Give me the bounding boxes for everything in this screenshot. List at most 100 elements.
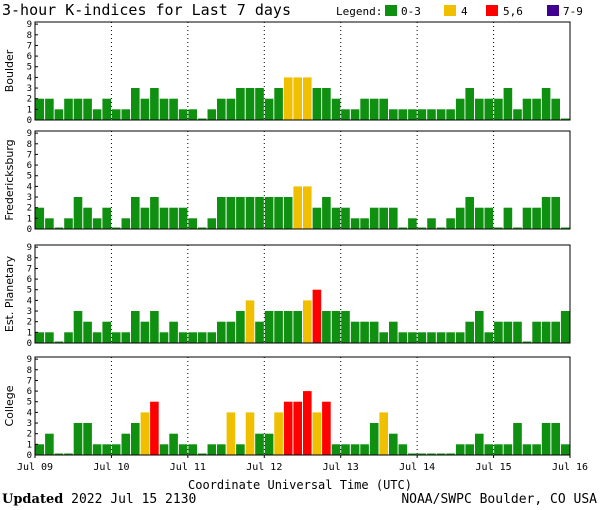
bar bbox=[389, 433, 398, 455]
bar bbox=[159, 207, 169, 229]
bar bbox=[398, 332, 408, 343]
bar bbox=[398, 444, 408, 455]
panel-name: Fredericksburg bbox=[3, 139, 16, 220]
bar bbox=[102, 321, 111, 343]
bar bbox=[274, 412, 283, 455]
bar bbox=[283, 401, 293, 455]
y-tick-label: 3 bbox=[27, 419, 32, 429]
bar bbox=[398, 227, 408, 229]
bar bbox=[522, 98, 532, 120]
y-tick-label: 1 bbox=[27, 440, 32, 450]
y-tick-label: 5 bbox=[27, 172, 32, 182]
bar bbox=[532, 321, 541, 343]
bar bbox=[188, 444, 197, 455]
y-tick-label: 3 bbox=[27, 193, 32, 203]
panels: 0123456789Boulder0123456789Fredericksbur… bbox=[3, 20, 571, 461]
x-tick-label: Jul 10 bbox=[93, 462, 129, 473]
bar bbox=[178, 332, 188, 343]
bar bbox=[102, 444, 111, 455]
legend-label-0: 0-3 bbox=[401, 5, 421, 18]
bar bbox=[389, 207, 398, 229]
y-tick-label: 9 bbox=[27, 243, 32, 253]
bar bbox=[475, 433, 484, 455]
bar bbox=[322, 311, 331, 343]
y-tick-label: 8 bbox=[27, 140, 32, 150]
bar bbox=[436, 453, 446, 455]
bar bbox=[197, 332, 207, 343]
bar bbox=[92, 332, 102, 343]
bar bbox=[513, 423, 522, 455]
bar bbox=[188, 332, 197, 343]
bar bbox=[475, 98, 484, 120]
bar bbox=[322, 401, 331, 455]
legend-title: Legend: bbox=[336, 5, 382, 18]
bar bbox=[427, 109, 436, 120]
bar bbox=[360, 444, 369, 455]
bar bbox=[169, 98, 178, 120]
bar bbox=[484, 332, 494, 343]
legend-swatch-0 bbox=[385, 5, 397, 16]
bar bbox=[217, 444, 226, 455]
bar bbox=[169, 207, 178, 229]
bar bbox=[178, 109, 188, 120]
bar bbox=[83, 321, 92, 343]
y-tick-label: 2 bbox=[27, 318, 32, 328]
bar bbox=[92, 218, 102, 229]
bar bbox=[360, 321, 369, 343]
bar bbox=[455, 98, 465, 120]
x-tick-label: Jul 12 bbox=[246, 462, 282, 473]
bar bbox=[45, 218, 54, 229]
bar bbox=[102, 207, 111, 229]
bar bbox=[293, 186, 302, 229]
bar bbox=[494, 321, 503, 343]
bar bbox=[150, 311, 159, 343]
bar bbox=[303, 77, 312, 120]
bar bbox=[245, 412, 255, 455]
bar bbox=[455, 444, 465, 455]
bar bbox=[560, 311, 570, 343]
y-tick-label: 1 bbox=[27, 105, 32, 115]
legend-swatch-2 bbox=[486, 5, 498, 16]
y-tick-label: 5 bbox=[27, 398, 32, 408]
bar bbox=[73, 197, 83, 229]
legend-label-3: 7-9 bbox=[563, 5, 583, 18]
bar bbox=[369, 423, 379, 455]
bar bbox=[389, 109, 398, 120]
bar bbox=[92, 444, 102, 455]
bar bbox=[331, 207, 341, 229]
bar bbox=[551, 423, 560, 455]
bar bbox=[283, 197, 293, 229]
bar bbox=[150, 401, 159, 455]
y-tick-label: 7 bbox=[27, 264, 32, 274]
x-tick-label: Jul 09 bbox=[17, 462, 53, 473]
panel-name: College bbox=[3, 385, 16, 426]
bar bbox=[131, 197, 140, 229]
bar bbox=[188, 109, 197, 120]
bar bbox=[360, 98, 369, 120]
bar bbox=[427, 218, 436, 229]
y-tick-label: 2 bbox=[27, 430, 32, 440]
bar bbox=[131, 311, 140, 343]
bar bbox=[207, 218, 217, 229]
bar bbox=[484, 98, 494, 120]
y-tick-label: 0 bbox=[27, 116, 32, 126]
bar bbox=[54, 453, 64, 455]
updated-label: Updated bbox=[2, 492, 64, 507]
bar bbox=[560, 227, 570, 229]
bar bbox=[551, 98, 560, 120]
bar bbox=[255, 88, 264, 120]
y-tick-label: 0 bbox=[27, 451, 32, 461]
bar bbox=[102, 98, 111, 120]
bar bbox=[236, 311, 245, 343]
bar bbox=[121, 433, 131, 455]
bar bbox=[322, 197, 331, 229]
bar bbox=[283, 311, 293, 343]
bar bbox=[417, 227, 427, 229]
bar bbox=[522, 341, 532, 343]
bar bbox=[111, 109, 121, 120]
bar bbox=[64, 98, 73, 120]
